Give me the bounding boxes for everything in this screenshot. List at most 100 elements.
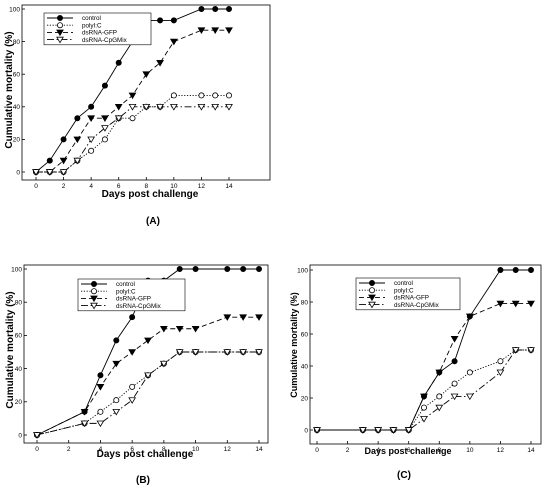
data-point <box>129 383 136 390</box>
data-point <box>465 393 474 401</box>
data-point <box>404 427 413 434</box>
data-point <box>97 372 104 379</box>
chart-panel: 0 2 4 6 8 10 12 14 0 20 40 60 80 100 Days post challen… <box>5 264 269 486</box>
data-point <box>142 104 151 111</box>
series-line <box>36 94 229 173</box>
x-tick-label: 4 <box>99 446 103 453</box>
data-point <box>198 92 205 99</box>
y-tick-label: 80 <box>301 299 309 306</box>
data-point <box>368 279 375 286</box>
data-point <box>368 301 376 309</box>
data-point <box>96 384 105 391</box>
data-point <box>255 314 263 321</box>
y-tick-label: 60 <box>13 72 21 79</box>
data-point <box>368 294 376 302</box>
data-point <box>157 17 164 24</box>
data-point <box>101 125 109 132</box>
data-point <box>358 427 367 434</box>
data-point <box>87 136 96 144</box>
x-tick-label: 6 <box>117 183 121 190</box>
data-point <box>87 115 96 122</box>
x-tick-label: 2 <box>346 447 350 454</box>
data-point <box>389 427 398 434</box>
data-point <box>197 27 206 34</box>
y-tick-label: 40 <box>301 363 309 370</box>
data-point <box>191 325 200 333</box>
x-tick-label: 4 <box>89 183 93 190</box>
data-point <box>91 280 98 287</box>
data-point <box>128 104 137 111</box>
data-point <box>56 36 64 44</box>
data-point <box>114 115 123 122</box>
data-point <box>211 27 220 34</box>
data-point <box>169 38 178 46</box>
data-point <box>129 314 136 321</box>
panel-label: (C) <box>397 470 411 481</box>
data-point <box>57 14 64 21</box>
panel-label: (B) <box>136 475 150 486</box>
x-axis-title: Days post challenge <box>102 189 199 200</box>
y-tick-label: 100 <box>11 266 22 273</box>
legend-label: control <box>82 15 101 22</box>
data-point <box>56 29 64 37</box>
legend-label: polyI:C <box>82 22 102 29</box>
x-tick-label: 8 <box>144 183 148 190</box>
plot-frame <box>23 264 269 444</box>
x-tick-label: 4 <box>376 447 380 454</box>
y-tick-label: 60 <box>301 331 309 338</box>
data-point <box>497 358 504 365</box>
data-point <box>192 265 199 272</box>
data-point <box>527 347 535 354</box>
data-point <box>159 325 168 333</box>
data-point <box>212 6 219 12</box>
data-point <box>156 104 164 111</box>
chart-panel: 0 2 4 6 8 10 12 14 0 20 40 60 80 100 Days post challen… <box>289 264 542 481</box>
series-line <box>35 8 229 173</box>
x-tick-label: 14 <box>255 446 263 453</box>
data-point <box>101 115 109 122</box>
y-tick-label: 80 <box>13 39 21 46</box>
data-point <box>225 104 233 111</box>
data-point <box>128 92 137 100</box>
y-tick-label: 80 <box>15 300 23 307</box>
data-point <box>74 115 81 122</box>
data-point <box>113 337 120 344</box>
y-axis-title: Cumulative mortality (%) <box>5 291 16 408</box>
data-point <box>223 314 232 321</box>
x-tick-label: 14 <box>527 447 535 454</box>
legend-label: dsRNA-GFP <box>82 30 117 37</box>
x-tick-label: 12 <box>224 446 232 453</box>
data-point <box>225 27 233 34</box>
data-point <box>144 337 152 345</box>
data-point <box>142 71 151 78</box>
data-point <box>128 397 137 404</box>
data-point <box>175 325 184 333</box>
data-point <box>255 349 263 356</box>
y-tick-label: 20 <box>15 399 23 406</box>
x-tick-label: 8 <box>437 447 441 454</box>
data-point <box>512 266 519 273</box>
data-point <box>169 104 178 111</box>
data-point <box>59 157 68 165</box>
data-point <box>435 404 444 412</box>
data-point <box>144 372 152 380</box>
data-point <box>240 265 247 272</box>
data-point <box>465 313 474 321</box>
data-point <box>159 360 168 368</box>
legend-label: control <box>394 280 413 287</box>
legend-label: polyI:C <box>116 288 136 295</box>
data-point <box>466 369 473 376</box>
data-point <box>80 408 89 416</box>
data-point <box>73 136 82 144</box>
y-tick-label: 0 <box>18 432 22 439</box>
data-point <box>45 169 54 176</box>
y-tick-label: 40 <box>13 104 21 111</box>
series-line <box>36 29 229 173</box>
data-point <box>170 17 177 24</box>
data-point <box>90 302 98 310</box>
legend-label: control <box>116 281 135 288</box>
data-point <box>511 347 520 354</box>
data-point <box>496 369 505 377</box>
x-tick-label: 6 <box>407 447 411 454</box>
